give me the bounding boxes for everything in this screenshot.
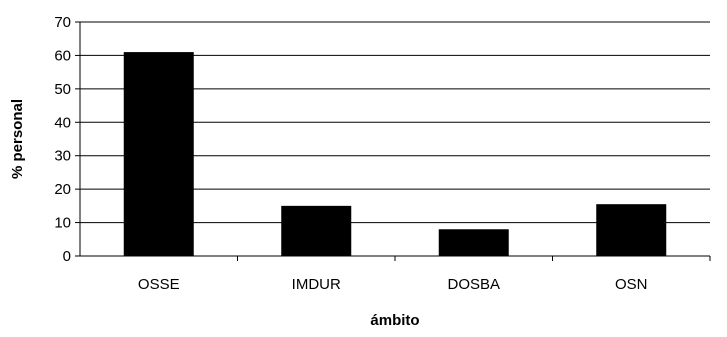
- x-tick-label: DOSBA: [447, 276, 500, 293]
- y-tick-labels: 0 10 20 30 40 50 60 70: [54, 14, 71, 265]
- x-axis-title: ámbito: [370, 312, 419, 329]
- y-tick-label: 70: [54, 14, 71, 31]
- bars: [123, 52, 667, 257]
- y-tick-label: 30: [54, 148, 71, 165]
- bar-osn: [596, 204, 667, 256]
- y-tick-label: 60: [54, 47, 71, 64]
- y-tick-label: 10: [54, 215, 71, 232]
- bar-osse: [123, 52, 194, 257]
- x-tick-label: OSN: [615, 276, 648, 293]
- axes: [75, 21, 711, 261]
- bar-dosba: [438, 229, 509, 256]
- y-tick-label: 50: [54, 81, 71, 98]
- y-axis-title: % personal: [9, 99, 26, 179]
- x-tick-label: OSSE: [138, 276, 180, 293]
- x-tick-labels: OSSE IMDUR DOSBA OSN: [138, 276, 648, 293]
- x-tick-label: IMDUR: [292, 276, 341, 293]
- y-tick-label: 40: [54, 114, 71, 131]
- bar-imdur: [281, 205, 352, 256]
- y-tick-label: 0: [63, 248, 71, 265]
- y-tick-label: 20: [54, 181, 71, 198]
